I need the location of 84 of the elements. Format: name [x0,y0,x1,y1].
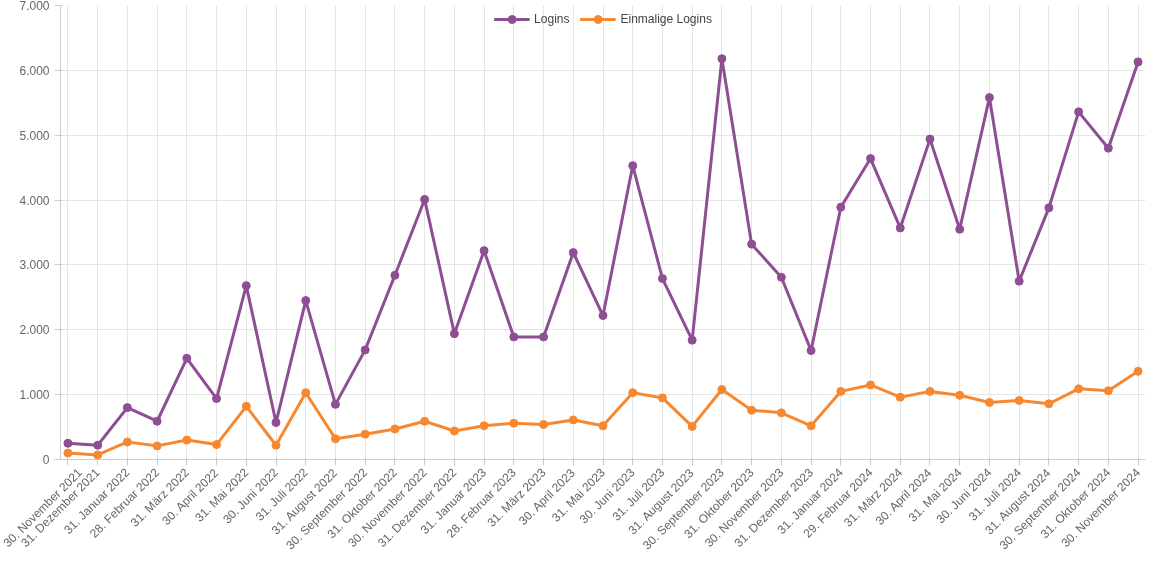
point [1044,203,1054,213]
point [301,388,311,398]
point [479,246,489,256]
y-tick-label: 2.000 [19,323,50,338]
point [479,421,489,431]
point [568,248,578,258]
point [390,270,400,280]
point [806,346,816,356]
point [271,418,281,428]
y-tick-label: 5.000 [19,128,50,143]
point [1133,366,1143,376]
point [687,421,697,431]
point [955,224,965,234]
point [212,394,222,404]
point [212,440,222,450]
point [420,416,430,426]
point [1074,107,1084,117]
point [360,429,370,439]
point [271,440,281,450]
point [1074,384,1084,394]
point [509,332,519,342]
point [93,440,103,450]
point [747,239,757,249]
y-tick-label: 4.000 [19,193,50,208]
point [390,424,400,434]
point [568,415,578,425]
point [122,403,132,413]
point [449,426,459,436]
point [925,386,935,396]
point [687,335,697,345]
point [122,437,132,447]
point [628,161,638,171]
point [895,392,905,402]
point [747,405,757,415]
point [806,421,816,431]
point [598,311,608,321]
point [1103,386,1113,396]
y-tick-label: 6.000 [19,63,50,78]
point [1044,399,1054,409]
point [776,408,786,418]
point [836,386,846,396]
y-tick-label: 7.000 [19,0,50,13]
point [717,384,727,394]
point [330,434,340,444]
point [63,438,73,448]
point [539,419,549,429]
point [836,202,846,212]
point [93,450,103,460]
point [449,329,459,339]
point [925,134,935,144]
point [955,390,965,400]
point [866,380,876,390]
point [895,223,905,233]
point [984,397,994,407]
point [717,54,727,64]
y-tick-label: 0 [42,453,50,467]
legend-label: Logins [534,12,570,26]
point [509,418,519,428]
point [1133,57,1143,67]
y-tick-label: 1.000 [19,388,50,403]
point [152,416,162,426]
point [539,332,549,342]
point [152,441,162,451]
point [598,421,608,431]
legend-label: Einmalige Logins [620,12,712,26]
point [657,393,667,403]
point [628,388,638,398]
point [63,448,73,458]
point [1014,395,1024,405]
point [241,401,251,411]
point [984,93,994,103]
point [420,194,430,204]
point [657,274,667,284]
point [301,296,311,306]
point [1014,276,1024,286]
y-tick-label: 3.000 [19,258,50,273]
point [182,353,192,363]
point [330,399,340,409]
point [182,435,192,445]
point [1103,143,1113,153]
point [241,281,251,291]
point [360,345,370,355]
point [866,154,876,164]
point [776,272,786,282]
